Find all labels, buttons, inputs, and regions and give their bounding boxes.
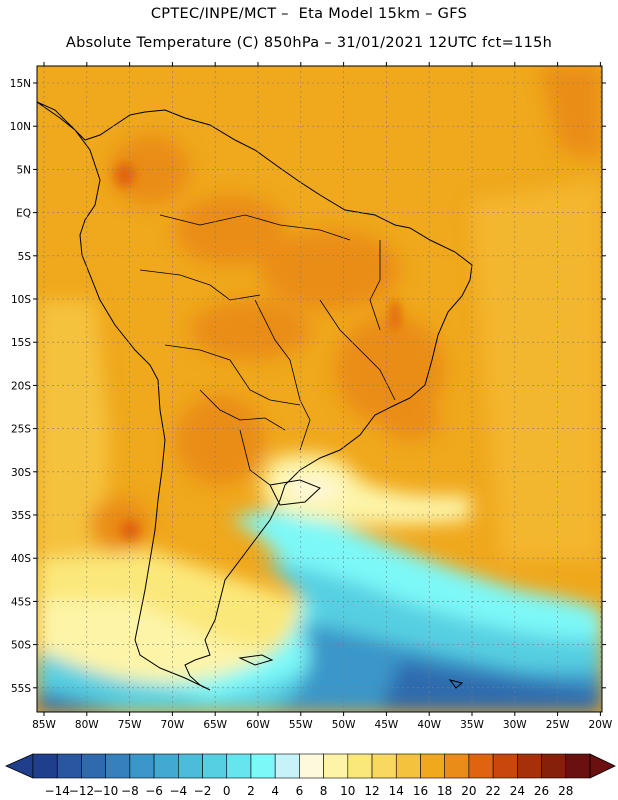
colorbar-label: 20 — [461, 784, 476, 798]
colorbar-under-arrow — [5, 753, 34, 779]
colorbar-swatch — [323, 753, 349, 779]
colorbar-swatch — [517, 753, 542, 779]
colorbar-label: 16 — [413, 784, 428, 798]
latitude-ticks: 15N 10N 5N EQ 5S 10S 15S 20S 25S 30S 35S 40S 45S 50S 5… — [10, 78, 606, 695]
colorbar-label: −10 — [93, 784, 118, 798]
lon-tick-label: 70W — [161, 719, 185, 731]
graticule — [37, 66, 602, 712]
lon-tick-label: 30W — [503, 719, 527, 731]
lat-tick-label: 10N — [10, 121, 31, 133]
lon-tick-label: 50W — [332, 719, 356, 731]
lat-tick-label: 15N — [10, 78, 31, 90]
colorbar-swatch — [371, 753, 397, 779]
colorbar-swatch — [492, 753, 518, 779]
colorbar-swatch — [347, 753, 373, 779]
colorbar-label: 6 — [296, 784, 304, 798]
coastline — [37, 101, 473, 691]
colorbar-label: 28 — [558, 784, 573, 798]
colorbar-swatch — [274, 753, 300, 779]
lat-tick-label: 10S — [11, 294, 31, 306]
lon-tick-label: 20W — [589, 719, 613, 731]
colorbar-swatch — [202, 753, 228, 779]
colorbar-label: −4 — [169, 784, 187, 798]
lat-tick-label: 40S — [11, 553, 31, 565]
lon-tick-label: 45W — [375, 719, 399, 731]
lon-tick-label: 35W — [460, 719, 484, 731]
lon-tick-label: 85W — [32, 719, 56, 731]
lon-tick-label: 60W — [246, 719, 270, 731]
lat-tick-label: 5N — [16, 164, 31, 176]
colorbar-label: −2 — [194, 784, 212, 798]
title-line-2: Absolute Temperature (C) 850hPa – 31/01/… — [65, 35, 553, 51]
colorbar-over-arrow — [589, 753, 616, 779]
lat-tick-label: 15S — [11, 337, 31, 349]
lat-tick-label: 55S — [11, 683, 31, 695]
colorbar-label: 2 — [247, 784, 255, 798]
colorbar: −14−12−10 −8 −6 −4 −2 0 2 4 6 8 10 12 14 16 18 20 22 24 26… — [5, 753, 616, 798]
colorbar-label: 14 — [389, 784, 404, 798]
colorbar-swatch — [32, 753, 58, 779]
colorbar-swatch — [395, 753, 421, 779]
colorbar-swatch — [178, 753, 203, 779]
lat-tick-label: 25S — [11, 424, 31, 436]
colorbar-swatch — [420, 753, 445, 779]
colorbar-swatch — [565, 753, 591, 779]
colorbar-swatch — [153, 753, 179, 779]
title-line-1: CPTEC/INPE/MCT – Eta Model 15km – GFS — [150, 6, 468, 22]
colorbar-swatch — [468, 753, 494, 779]
longitude-ticks: 85W 80W 75W 70W 65W 60W 55W 50W 45W 40W 35W 30W 25W 2… — [32, 62, 613, 731]
colorbar-label: −14 — [45, 784, 70, 798]
colorbar-swatch — [129, 753, 155, 779]
colorbar-swatch — [81, 753, 106, 779]
colorbar-label: −8 — [121, 784, 139, 798]
colorbar-label: 24 — [510, 784, 525, 798]
temperature-field — [37, 66, 602, 712]
lat-tick-label: 20S — [11, 380, 31, 392]
lat-tick-label: 50S — [11, 640, 31, 652]
lon-tick-label: 40W — [417, 719, 441, 731]
colorbar-label: −6 — [145, 784, 163, 798]
colorbar-swatch — [541, 753, 567, 779]
colorbar-swatch — [56, 753, 82, 779]
colorbar-label: 0 — [223, 784, 231, 798]
lat-tick-label: 35S — [11, 510, 31, 522]
colorbar-swatch — [226, 753, 252, 779]
colorbar-swatch — [444, 753, 470, 779]
colorbar-label: 18 — [437, 784, 452, 798]
colorbar-swatch — [299, 753, 324, 779]
colorbar-label: −12 — [69, 784, 94, 798]
colorbar-label: 4 — [271, 784, 279, 798]
colorbar-swatch — [105, 753, 131, 779]
colorbar-swatch — [250, 753, 276, 779]
lon-tick-label: 25W — [546, 719, 570, 731]
map-frame — [36, 65, 603, 713]
lon-tick-label: 65W — [203, 719, 227, 731]
lon-tick-label: 75W — [118, 719, 142, 731]
colorbar-label: 26 — [534, 784, 549, 798]
lon-tick-label: 80W — [75, 719, 99, 731]
lat-tick-label: EQ — [16, 208, 31, 220]
colorbar-label: 12 — [364, 784, 379, 798]
colorbar-label: 22 — [485, 784, 500, 798]
colorbar-label: 10 — [340, 784, 355, 798]
lat-tick-label: 30S — [11, 467, 31, 479]
colorbar-label: 8 — [320, 784, 328, 798]
lat-tick-label: 5S — [18, 251, 32, 263]
lon-tick-label: 55W — [289, 719, 313, 731]
country-borders — [139, 214, 396, 486]
lat-tick-label: 45S — [11, 596, 31, 608]
